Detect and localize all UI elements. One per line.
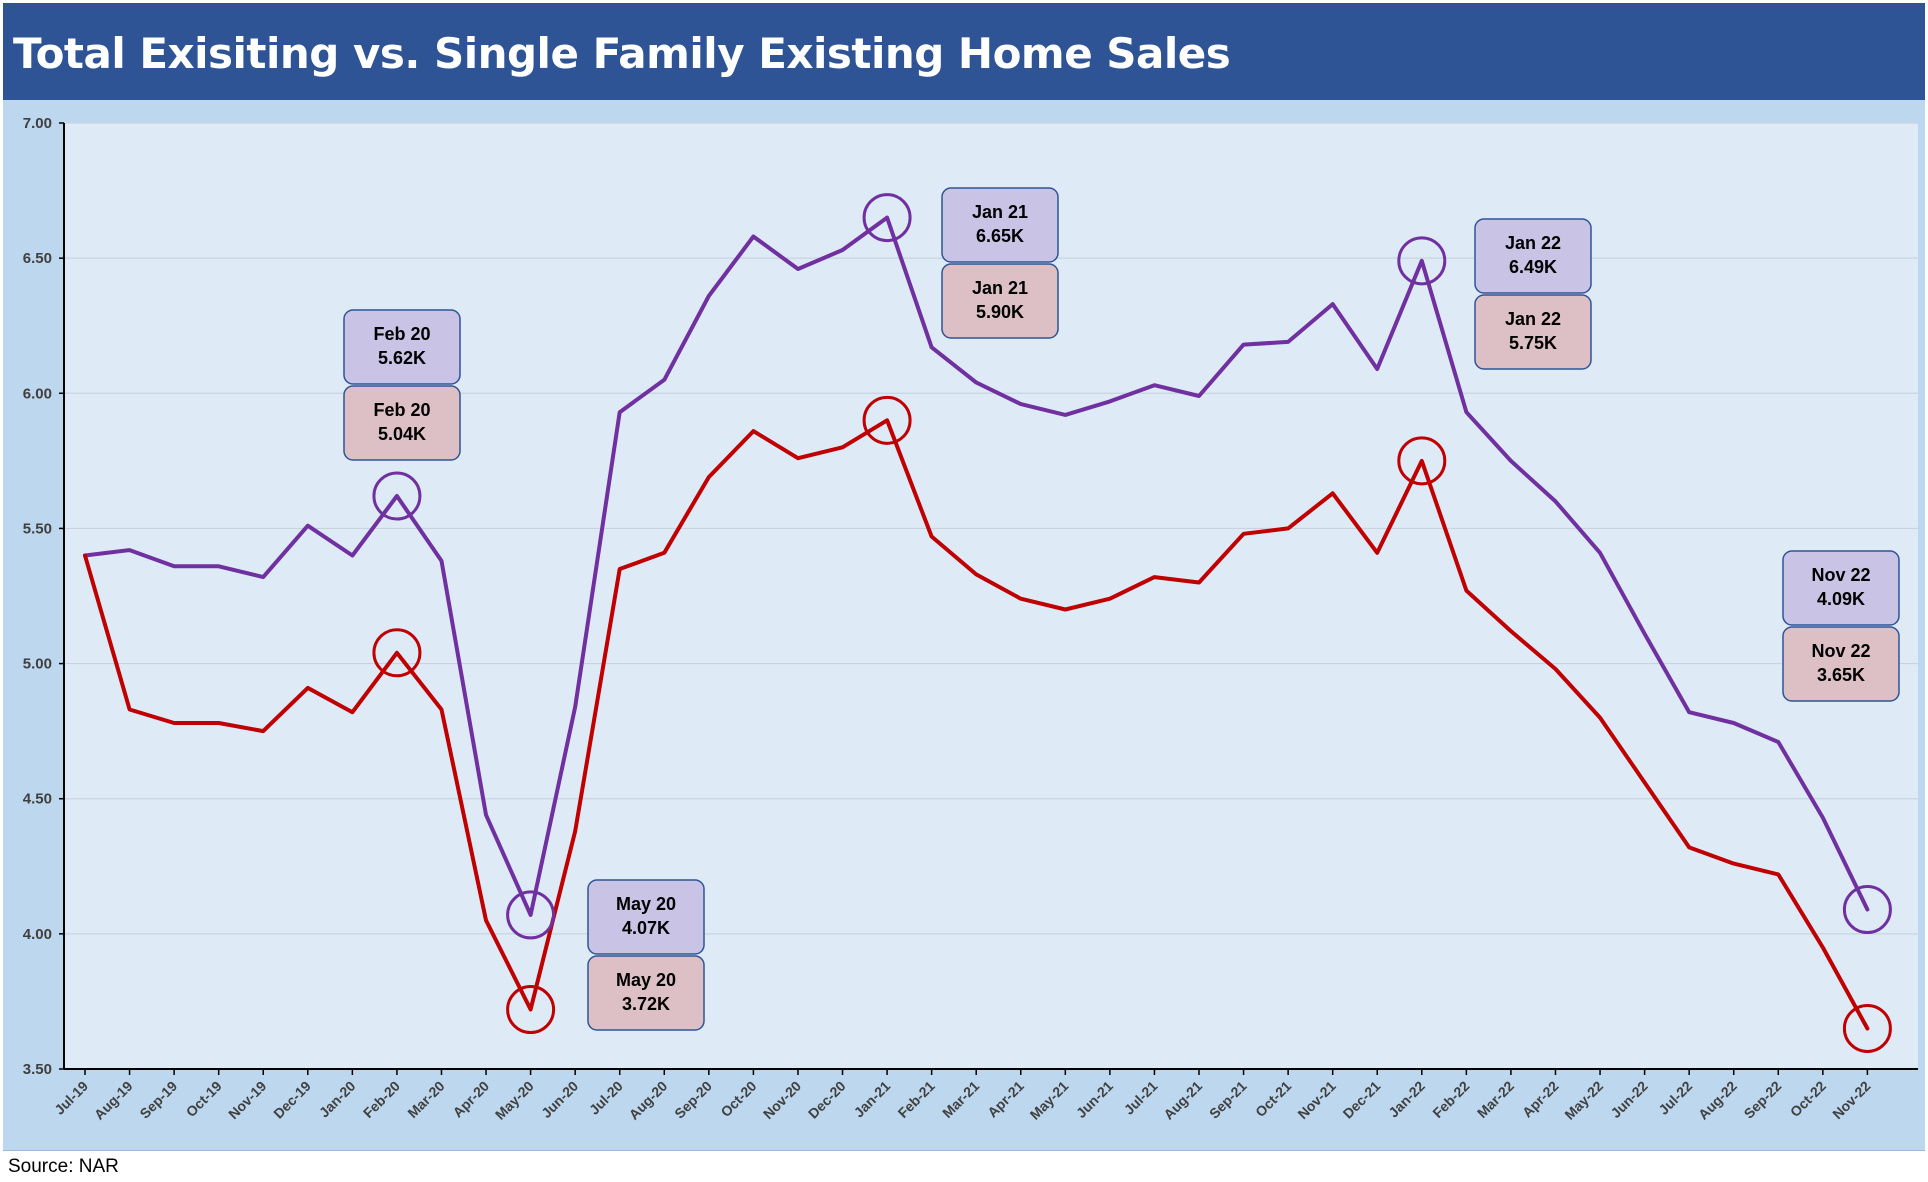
- x-tick-label: Sep-22: [1741, 1078, 1785, 1122]
- x-tick-label: Nov-19: [225, 1078, 269, 1122]
- annotation-box-single-family-value: 5.90K: [976, 302, 1024, 322]
- annotation-box-single-family-date: Jan 22: [1505, 309, 1561, 329]
- x-tick-label: Dec-21: [1340, 1078, 1384, 1122]
- y-tick-label: 5.50: [23, 520, 52, 537]
- x-tick-label: Aug-20: [626, 1078, 671, 1123]
- x-tick-label: Jul-21: [1121, 1078, 1161, 1118]
- highlight-circle-single-family: [1842, 1003, 1892, 1053]
- annotation-box-single-family: [587, 955, 705, 1031]
- x-tick-label: Feb-22: [1429, 1078, 1472, 1121]
- annotation-box-single-family-value: 5.75K: [1509, 333, 1557, 353]
- x-tick-label: Apr-20: [449, 1078, 492, 1121]
- x-tick-label: Dec-20: [805, 1078, 849, 1122]
- x-tick-label: Jan-20: [316, 1078, 359, 1121]
- chart-area: 3.50 4.00 4.50 5.00 5.50 6.00 6.50 7.00 Jul-19 Au…: [3, 100, 1925, 1150]
- annotation-box-single-family-value: 3.72K: [622, 994, 670, 1014]
- annotation-box-single-family-date: May 20: [616, 970, 676, 990]
- annotation-box-total-date: Feb 20: [373, 324, 430, 344]
- x-tick-label: Mar-21: [939, 1078, 982, 1121]
- annotation-box-total-date: May 20: [616, 894, 676, 914]
- x-tick-label: May-22: [1561, 1078, 1606, 1123]
- annotation-box-total: [1474, 218, 1592, 294]
- annotation-box-total-value: 4.07K: [622, 918, 670, 938]
- highlight-circle-single-family: [506, 985, 556, 1035]
- x-tick-label: Mar-20: [404, 1078, 447, 1121]
- annotation-box-total-value: 5.62K: [378, 348, 426, 368]
- y-tick-label: 3.50: [23, 1061, 52, 1078]
- highlight-circle-single-family: [372, 628, 422, 678]
- x-tick-label: Aug-19: [91, 1078, 136, 1123]
- x-tick-label: Jul-22: [1655, 1078, 1695, 1118]
- x-tick-label: Oct-22: [1787, 1078, 1829, 1120]
- annotation-box-single-family-date: Nov 22: [1811, 641, 1870, 661]
- annotation-box-total-value: 4.09K: [1817, 589, 1865, 609]
- title-bar: Total Exisiting vs. Single Family Existi…: [3, 3, 1925, 100]
- annotation-box-total: [1782, 550, 1900, 626]
- series-line-single_family: [83, 418, 1870, 1031]
- x-tick-label: Apr-22: [1519, 1078, 1562, 1121]
- x-tick-label: Sep-20: [671, 1078, 715, 1122]
- annotation-box-single-family-value: 3.65K: [1817, 665, 1865, 685]
- x-tick-label: Oct-21: [1252, 1078, 1294, 1120]
- x-tick-label: Jun-22: [1607, 1078, 1650, 1121]
- x-tick-label: Nov-22: [1829, 1078, 1873, 1122]
- y-tick-label: 6.00: [23, 385, 52, 402]
- y-tick-label: 7.00: [23, 115, 52, 132]
- x-tick-label: Jul-20: [586, 1078, 626, 1118]
- highlight-circle-total: [1842, 885, 1892, 935]
- x-tick-label: Oct-19: [183, 1078, 225, 1120]
- y-tick-label: 4.50: [23, 791, 52, 808]
- annotation-box-total-value: 6.65K: [976, 226, 1024, 246]
- x-tick-label: Jun-20: [538, 1078, 581, 1121]
- annotation-box-single-family: [1474, 294, 1592, 370]
- x-tick-label: Sep-19: [136, 1078, 180, 1122]
- chart-title: Total Exisiting vs. Single Family Existi…: [13, 29, 1231, 78]
- series-line-total: [83, 215, 1870, 917]
- highlight-circle-single-family: [1397, 436, 1447, 486]
- annotation-box-single-family-value: 5.04K: [378, 424, 426, 444]
- highlight-circle-total: [862, 193, 912, 243]
- x-tick-label: Jan-21: [851, 1078, 894, 1121]
- annotation-box-total: [941, 187, 1059, 263]
- x-tick-label: Feb-21: [895, 1078, 938, 1121]
- y-tick-label: 6.50: [23, 250, 52, 267]
- x-tick-label: Nov-20: [760, 1078, 804, 1122]
- source-note: Source: NAR: [8, 1156, 119, 1177]
- highlight-circle-total: [1397, 236, 1447, 286]
- x-tick-label: Mar-22: [1474, 1078, 1517, 1121]
- source-bar: Source: NAR: [3, 1150, 1925, 1180]
- annotation-box-total: [587, 879, 705, 955]
- annotation-box-single-family: [1782, 626, 1900, 702]
- x-tick-label: Aug-22: [1695, 1078, 1740, 1123]
- x-tick-label: Nov-21: [1294, 1078, 1338, 1122]
- annotation-box-total-date: Nov 22: [1811, 565, 1870, 585]
- annotation-box-single-family: [343, 385, 461, 461]
- annotation-box-single-family: [941, 263, 1059, 339]
- annotation-box-total-value: 6.49K: [1509, 257, 1557, 277]
- x-tick-label: Sep-21: [1206, 1078, 1250, 1122]
- annotation-box-total-date: Jan 21: [972, 202, 1028, 222]
- x-tick-label: Jan-22: [1385, 1078, 1428, 1121]
- annotation-box-single-family-date: Feb 20: [373, 400, 430, 420]
- x-tick-label: Jul-19: [51, 1078, 91, 1118]
- x-tick-label: May-21: [1027, 1078, 1072, 1123]
- highlight-circle-single-family: [862, 395, 912, 445]
- y-tick-label: 4.00: [23, 926, 52, 943]
- x-tick-label: Jun-21: [1073, 1078, 1116, 1121]
- highlight-circle-total: [372, 471, 422, 521]
- annotation-box-total-date: Jan 22: [1505, 233, 1561, 253]
- x-tick-label: Feb-20: [360, 1078, 403, 1121]
- x-tick-label: May-20: [492, 1078, 537, 1123]
- annotation-box-total: [343, 309, 461, 385]
- y-tick-label: 5.00: [23, 656, 52, 673]
- highlight-circle-total: [506, 890, 556, 940]
- annotation-box-single-family-date: Jan 21: [972, 278, 1028, 298]
- x-tick-label: Aug-21: [1160, 1078, 1205, 1123]
- x-tick-label: Apr-21: [984, 1078, 1027, 1121]
- x-tick-label: Dec-19: [270, 1078, 314, 1122]
- x-tick-label: Oct-20: [717, 1078, 759, 1120]
